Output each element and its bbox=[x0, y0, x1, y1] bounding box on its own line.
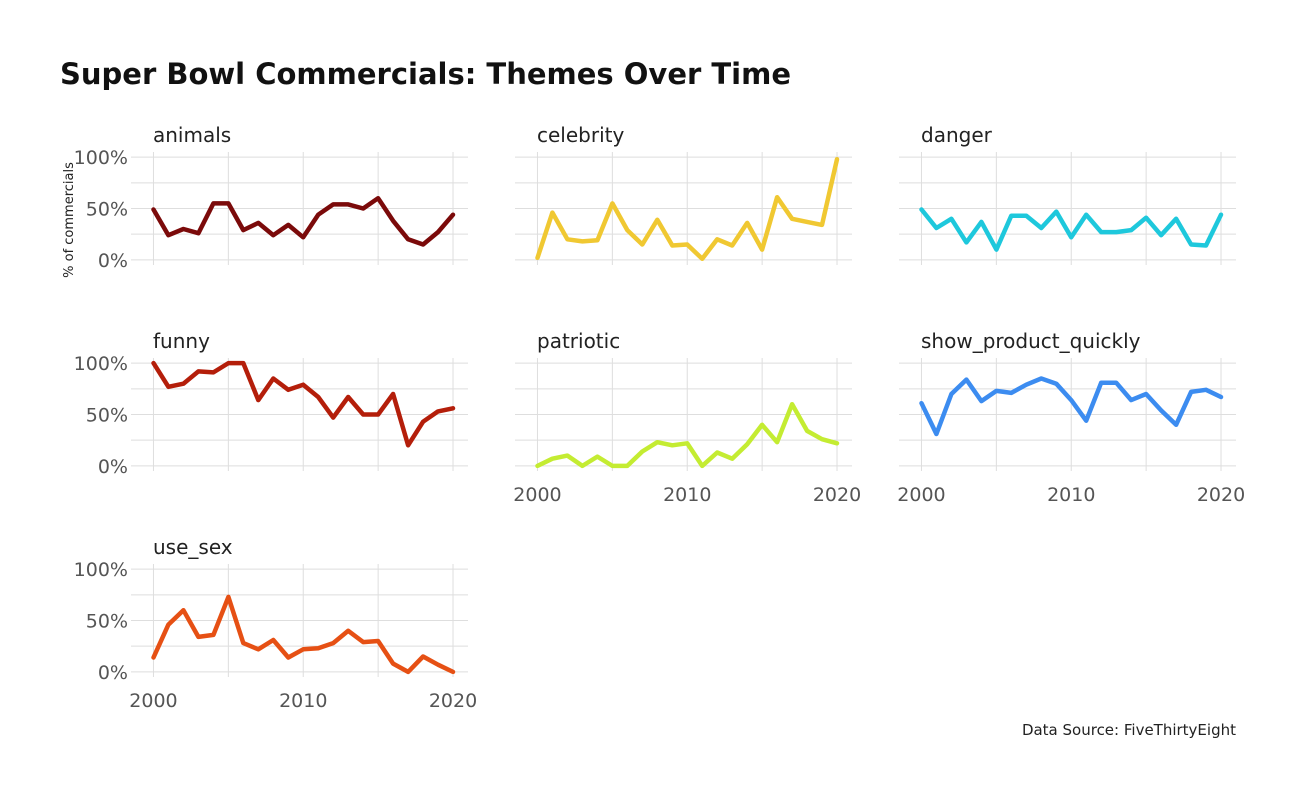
facet-label: animals bbox=[153, 123, 231, 147]
x-tick-label: 2010 bbox=[279, 690, 327, 712]
x-tick-label: 2020 bbox=[429, 690, 477, 712]
panel-use-sex: use_sex 0% 50% 100% 2000 2010 2020 bbox=[74, 535, 478, 712]
chart-title: Super Bowl Commercials: Themes Over Time bbox=[60, 57, 791, 91]
panel-danger: danger bbox=[899, 123, 1236, 265]
y-tick-label: 0% bbox=[98, 456, 128, 478]
x-tick-label: 2010 bbox=[663, 484, 711, 506]
x-tick-label: 2020 bbox=[813, 484, 861, 506]
series-line-animals bbox=[151, 195, 456, 247]
facet-label: patriotic bbox=[537, 329, 620, 353]
y-axis-label: % of commercials bbox=[62, 162, 77, 278]
y-tick-label: 100% bbox=[74, 353, 128, 375]
y-tick-label: 50% bbox=[86, 405, 128, 427]
x-tick-label: 2020 bbox=[1197, 484, 1245, 506]
series-line-show-product-quickly bbox=[919, 376, 1224, 437]
series-line-celebrity bbox=[535, 156, 840, 262]
y-tick-label: 100% bbox=[74, 559, 128, 581]
series-line-danger bbox=[919, 207, 1224, 252]
facet-label: danger bbox=[921, 123, 993, 147]
facet-label: use_sex bbox=[153, 535, 233, 559]
panel-animals: animals 0% 50% 100% bbox=[74, 123, 468, 272]
facet-panels: animals 0% 50% 100% celebrity danger funny 0% 50… bbox=[74, 123, 1246, 712]
x-tick-label: 2000 bbox=[897, 484, 945, 506]
y-tick-label: 50% bbox=[86, 199, 128, 221]
facet-label: celebrity bbox=[537, 123, 624, 147]
panel-funny: funny 0% 50% 100% bbox=[74, 329, 468, 478]
series-line-use-sex bbox=[151, 594, 456, 675]
y-tick-label: 0% bbox=[98, 250, 128, 272]
facet-label: funny bbox=[153, 329, 210, 353]
series-line-patriotic bbox=[535, 401, 840, 469]
panel-show-product-quickly: show_product_quickly 2000 2010 2020 bbox=[897, 329, 1245, 506]
facet-label: show_product_quickly bbox=[921, 329, 1141, 353]
panel-celebrity: celebrity bbox=[515, 123, 852, 265]
x-tick-label: 2000 bbox=[513, 484, 561, 506]
y-tick-label: 100% bbox=[74, 147, 128, 169]
x-tick-label: 2010 bbox=[1047, 484, 1095, 506]
x-tick-label: 2000 bbox=[129, 690, 177, 712]
panel-patriotic: patriotic 2000 2010 2020 bbox=[513, 329, 861, 506]
series-line-funny bbox=[151, 360, 456, 448]
y-tick-label: 0% bbox=[98, 662, 128, 684]
data-source-caption: Data Source: FiveThirtyEight bbox=[1022, 721, 1236, 739]
y-tick-label: 50% bbox=[86, 611, 128, 633]
